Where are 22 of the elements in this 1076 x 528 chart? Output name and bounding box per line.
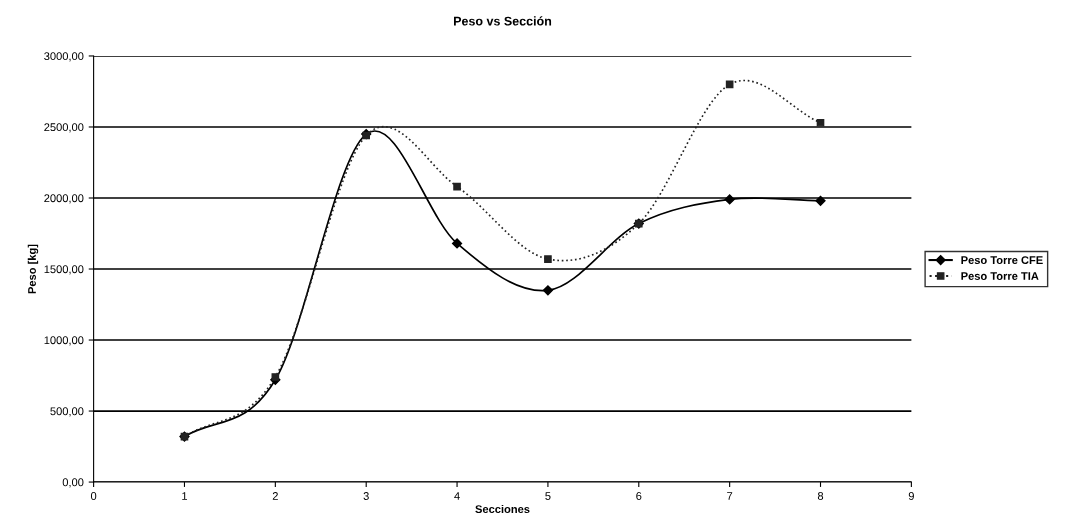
legend-label: Peso Torre TIA [961, 272, 1039, 280]
y-tick-label: 1000,00 [44, 336, 84, 346]
x-tick-label: 8 [817, 492, 824, 500]
y-tick-label: 2000,00 [44, 194, 84, 204]
x-tick-label: 7 [727, 492, 733, 500]
y-axis-title: Peso [kg] [27, 244, 39, 294]
legend-label: Peso Torre CFE [961, 256, 1043, 265]
y-tick-label: 2500,00 [44, 123, 84, 133]
chart-title: Peso vs Sección [454, 16, 552, 26]
x-tick-label: 0 [90, 492, 97, 500]
x-tick-label: 2 [272, 492, 278, 500]
x-tick-label: 4 [454, 492, 460, 500]
x-tick-label: 3 [363, 492, 369, 500]
x-tick-label: 5 [545, 492, 551, 500]
x-axis-title: Secciones [475, 504, 530, 514]
x-tick-label: 6 [636, 492, 642, 500]
y-tick-label: 3000,00 [44, 52, 84, 62]
x-tick-label: 9 [908, 492, 914, 500]
y-tick-label: 1500,00 [44, 265, 84, 275]
x-tick-label: 1 [182, 492, 188, 500]
y-tick-label: 500,00 [50, 407, 84, 417]
y-tick-label: 0,00 [62, 478, 84, 488]
